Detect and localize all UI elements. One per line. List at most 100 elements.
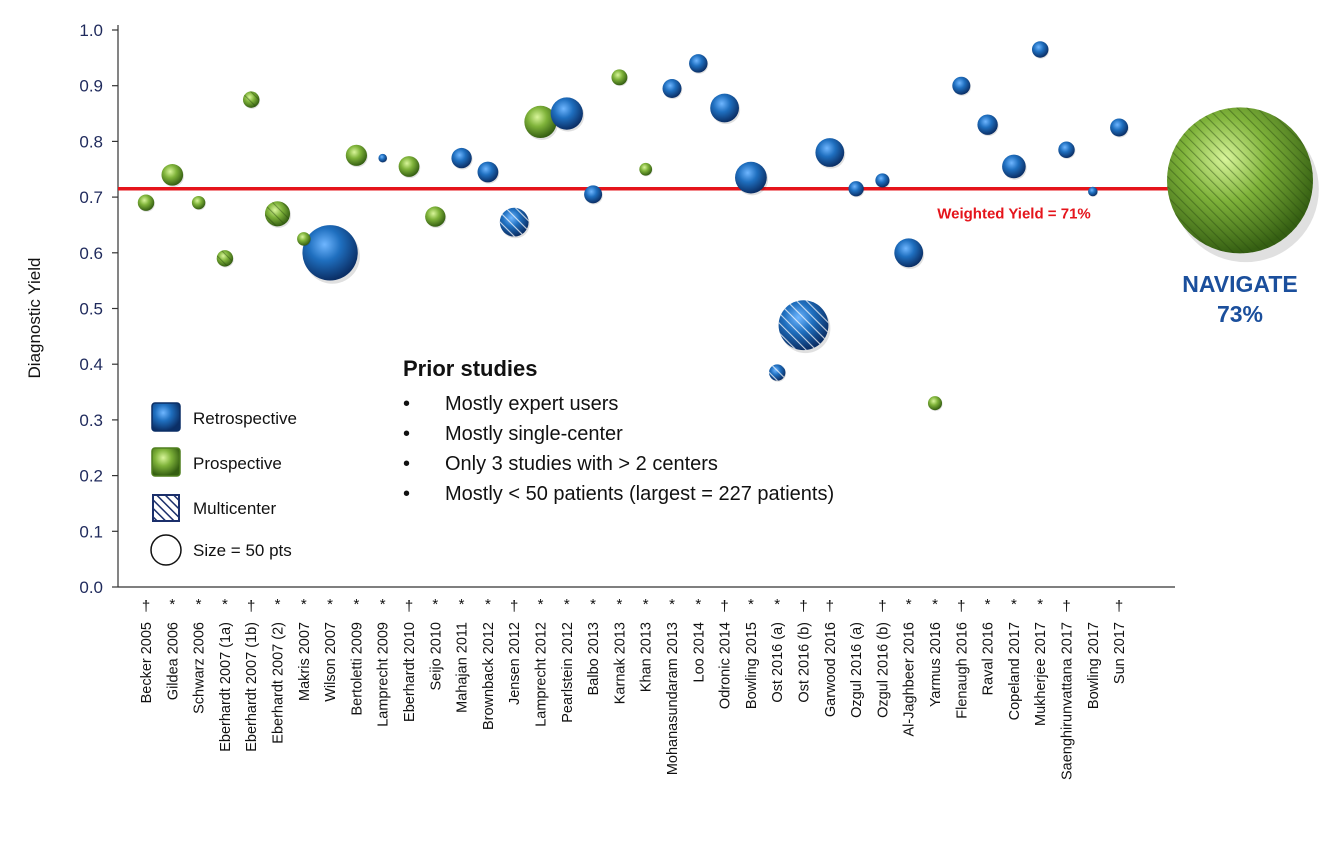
bubble	[1088, 186, 1098, 197]
bubble	[1110, 118, 1129, 137]
bubble-hatch	[264, 201, 291, 227]
bubble	[524, 105, 557, 139]
x-tick-label: Ozgul 2016 (b)	[875, 622, 891, 718]
x-tick-label: Gildea 2006	[165, 622, 181, 700]
bubble-jensen-2012	[499, 207, 530, 239]
bubble-yarmus-2016	[927, 396, 943, 412]
x-tick-mark: †	[1115, 598, 1123, 615]
bubble-raval-2016	[977, 114, 999, 137]
bubble-makris-2007	[297, 232, 312, 247]
legend-retrospective-label: Retrospective	[193, 409, 297, 428]
bubble-ozgul-2016-b-	[875, 173, 890, 189]
bubble	[815, 138, 845, 167]
bubble-saenghirunvattana-2017	[1058, 141, 1076, 159]
x-tick-label: Balbo 2013	[586, 622, 602, 695]
x-tick-mark: †	[799, 598, 807, 615]
x-tick-label: Karnak 2013	[612, 622, 628, 704]
bubble	[952, 76, 971, 95]
bubble-navigate	[1167, 107, 1319, 263]
x-tick-label: Khan 2013	[639, 622, 655, 692]
bubble-bertoletti-2009	[345, 144, 368, 168]
bubble	[848, 181, 864, 197]
bubble-wilson-2007	[302, 225, 360, 284]
bubble-garwood-2016	[815, 138, 846, 169]
x-tick-label: Eberhardt 2007 (2)	[271, 622, 287, 744]
bubble-lamprecht-2009	[378, 153, 388, 163]
bubble-al-jaghbeer-2016	[894, 238, 925, 269]
bubble	[302, 225, 358, 281]
bubble-eberhardt-2007-2-	[264, 201, 292, 228]
bubble-khan-2013	[639, 162, 653, 177]
bubble-karnak-2013	[611, 69, 628, 87]
bubble	[1031, 41, 1049, 58]
x-tick-mark: †	[878, 598, 886, 615]
x-tick-label: Lamprecht 2009	[376, 622, 392, 727]
x-tick-mark: *	[669, 596, 675, 613]
bubble-hatch	[499, 207, 529, 237]
x-tick-label: Brownback 2012	[481, 622, 497, 730]
y-ticks: 0.0 0.1 0.2 0.3 0.4 0.5 0.6 0.7 0.8 0.9 1.0	[79, 21, 118, 597]
bubble-loo-2014	[689, 54, 709, 74]
bubble-balbo-2013	[584, 185, 603, 205]
bubble	[735, 161, 767, 194]
bubble	[584, 185, 603, 204]
x-tick-mark: *	[222, 596, 228, 613]
x-tick-label: Seijo 2010	[428, 622, 444, 691]
bubble-eberhardt-2010	[398, 156, 421, 179]
notes-bullet: •	[403, 483, 410, 505]
x-tick-label: Ozgul 2016 (a)	[849, 622, 865, 718]
bubble	[894, 238, 924, 268]
navigate-name: NAVIGATE	[1182, 271, 1297, 297]
x-tick-label: Eberhardt 2007 (1a)	[218, 622, 234, 752]
bubbles	[137, 41, 1319, 412]
x-tick-mark: *	[432, 596, 438, 613]
x-tick-mark: †	[720, 598, 728, 615]
x-tick-mark: *	[353, 596, 359, 613]
bubble	[927, 396, 943, 411]
bubble-flenaugh-2016	[952, 76, 972, 96]
bubble-mukherjee-2017	[1031, 41, 1050, 59]
bubble-bowling-2015	[735, 161, 769, 196]
bubble	[662, 78, 682, 98]
bubble-hatch	[216, 250, 234, 267]
prior-studies-notes: Prior studies • Mostly expert users • Mostl…	[403, 356, 834, 505]
x-tick-mark: *	[748, 596, 754, 613]
x-tick-mark: *	[1037, 596, 1043, 613]
x-tick-mark: *	[196, 596, 202, 613]
notes-bullet: •	[403, 453, 410, 475]
bubble-ost-2016-a-	[768, 364, 787, 382]
navigate-yield: 73%	[1217, 301, 1263, 327]
bubble	[398, 156, 420, 177]
x-tick-mark: †	[510, 598, 518, 615]
y-tick-label: 0.7	[79, 188, 103, 207]
x-tick-mark: †	[142, 598, 150, 615]
bubble-lamprecht-2012	[524, 105, 558, 140]
x-tick-mark: *	[774, 596, 780, 613]
bubble	[425, 206, 446, 227]
x-tick-label: Becker 2005	[139, 622, 155, 703]
y-axis-label: Diagnostic Yield	[25, 258, 44, 379]
x-tick-mark: *	[485, 596, 491, 613]
x-tick-label: Ost 2016 (b)	[797, 622, 813, 703]
x-tick-label: Copeland 2017	[1007, 622, 1023, 720]
bubble-odronic-2014	[710, 93, 741, 125]
y-tick-label: 0.6	[79, 244, 103, 263]
notes-bullet: •	[403, 393, 410, 415]
bubble-schwarz-2006	[191, 195, 206, 211]
bubble-bowling-2017	[1088, 186, 1098, 197]
bubble	[451, 147, 472, 169]
x-tick-label: Saenghirunvattana 2017	[1060, 622, 1076, 780]
y-tick-label: 0.4	[79, 355, 103, 374]
legend-prospective-label: Prospective	[193, 454, 282, 473]
bubble	[611, 69, 628, 86]
bubble-mohanasundaram-2013	[662, 78, 683, 100]
x-tick-mark: *	[590, 596, 596, 613]
legend-size: Size = 50 pts	[150, 534, 292, 566]
y-tick-label: 0.1	[79, 522, 103, 541]
y-tick-label: 0.0	[79, 578, 103, 597]
weighted-yield-label: Weighted Yield = 71%	[937, 206, 1091, 223]
x-tick-label: Jensen 2012	[507, 622, 523, 705]
x-tick-labels: † Becker 2005 * Gildea 2006 * Schwarz 2006 * Eb…	[139, 596, 1128, 780]
bubble-eberhardt-2007-1a-	[216, 250, 234, 268]
